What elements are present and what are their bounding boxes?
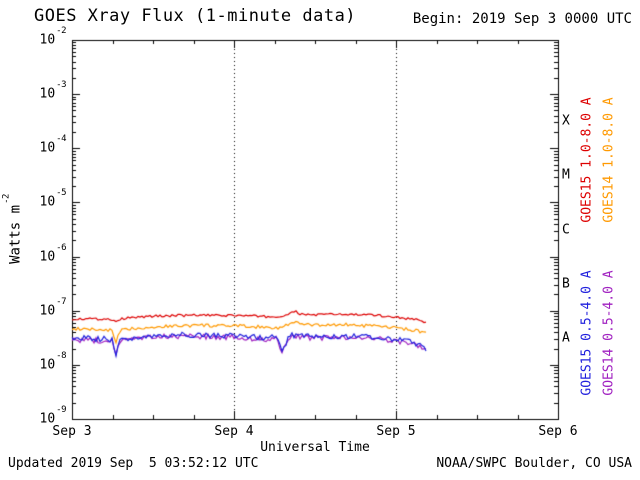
y-tick-base: 10 <box>39 357 56 373</box>
y-tick-base: 10 <box>39 248 56 264</box>
legend-goes15-1-0-8-0-a: GOES15 1.0-8.0 A <box>579 97 595 223</box>
y-tick-label: 10-2 <box>20 26 67 48</box>
y-tick-exponent: -7 <box>56 296 66 307</box>
y-tick-exponent: -3 <box>56 80 66 91</box>
y-tick-label: 10-8 <box>20 351 67 373</box>
y-tick-label: 10-4 <box>20 134 67 156</box>
y-tick-base: 10 <box>39 140 56 156</box>
y-tick-label: 10-7 <box>20 297 67 319</box>
flare-class-label: B <box>562 276 570 292</box>
y-tick-exponent: -4 <box>56 134 66 145</box>
y-tick-label: 10-3 <box>20 80 67 102</box>
y-tick-base: 10 <box>39 303 56 319</box>
y-tick-exponent: -6 <box>56 242 66 253</box>
y-tick-exponent: -9 <box>56 405 66 415</box>
y-tick-exponent: -5 <box>56 188 66 199</box>
begin-timestamp: Begin: 2019 Sep 3 0000 UTC <box>412 11 632 27</box>
y-tick-label: 10-9 <box>20 405 67 427</box>
updated-timestamp: Updated 2019 Sep 5 03:52:12 UTC <box>8 456 259 471</box>
x-tick-label: Sep 4 <box>214 424 254 439</box>
y-tick-label: 10-5 <box>20 188 67 210</box>
flare-class-label: X <box>562 113 570 129</box>
x-tick-label: Sep 3 <box>52 424 92 439</box>
y-tick-base: 10 <box>39 194 56 210</box>
legend-goes14-1-0-8-0-a: GOES14 1.0-8.0 A <box>601 97 617 223</box>
y-tick-exponent: -2 <box>56 26 66 36</box>
y-tick-label: 10-6 <box>20 243 67 264</box>
x-tick-label: Sep 6 <box>538 424 578 439</box>
legend-goes14-0-5-4-0-a: GOES14 0.5-4.0 A <box>601 270 617 396</box>
y-tick-base: 10 <box>39 86 56 102</box>
y-tick-exponent: -8 <box>56 350 66 361</box>
chart-title: GOES Xray Flux (1-minute data) <box>34 6 357 26</box>
x-tick-label: Sep 5 <box>376 424 416 439</box>
y-tick-base: 10 <box>39 32 56 48</box>
flare-class-label: A <box>562 330 570 346</box>
y-axis-title-exponent: -2 <box>1 194 12 204</box>
legend-goes15-0-5-4-0-a: GOES15 0.5-4.0 A <box>579 270 595 396</box>
credit-text: NOAA/SWPC Boulder, CO USA <box>436 456 632 471</box>
y-tick-base: 10 <box>39 411 56 427</box>
x-axis-title: Universal Time <box>260 440 370 455</box>
flare-class-label: M <box>562 167 570 183</box>
flare-class-label: C <box>562 222 570 237</box>
